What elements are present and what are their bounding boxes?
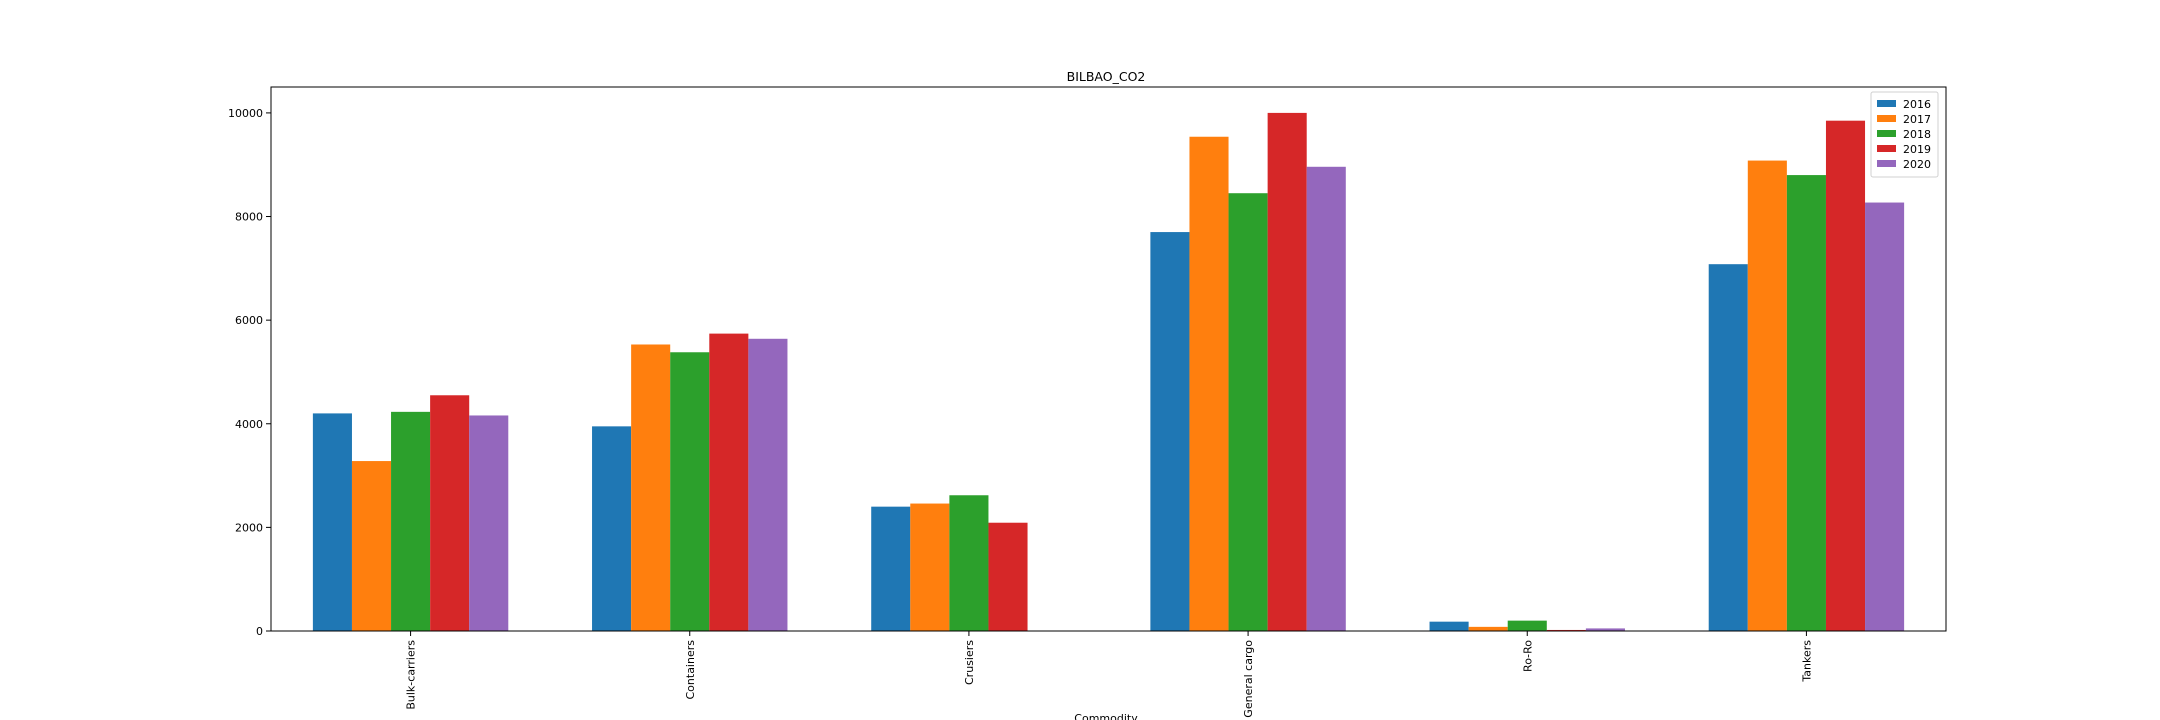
x-tick-label: Ro-Ro <box>1521 640 1534 672</box>
bar-2020-4 <box>1585 628 1625 631</box>
bar-2019-4 <box>1546 629 1586 631</box>
legend-box <box>1870 91 1939 178</box>
legend-swatch-2020 <box>1877 160 1896 167</box>
legend-label-2020: 2020 <box>1903 158 1931 171</box>
x-tick-label: Crusiers <box>963 640 976 685</box>
x-tick-label: Containers <box>684 640 697 700</box>
legend-swatch-2019 <box>1877 145 1896 152</box>
bar-2019-5 <box>1825 120 1866 632</box>
bar-2016-0 <box>312 413 352 631</box>
legend-swatch-2016 <box>1877 100 1896 107</box>
plot-frame <box>270 86 1947 632</box>
y-tick-label: 2000 <box>235 521 263 534</box>
legend-label-2017: 2017 <box>1903 113 1931 126</box>
bar-2018-0 <box>391 411 431 631</box>
bar-2017-5 <box>1747 160 1787 631</box>
y-tick-label: 4000 <box>235 418 263 431</box>
bar-2016-4 <box>1429 621 1469 631</box>
x-tick-label: General cargo <box>1242 640 1255 718</box>
axes-layer: 0 2000 4000 6000 8000 10000 Bulk-carriers Conta… <box>228 86 1947 718</box>
bar-2020-3 <box>1306 166 1346 632</box>
chart-title: BILBAO_CO2 <box>1067 69 1146 84</box>
bar-2020-0 <box>469 415 509 631</box>
legend-label-2018: 2018 <box>1903 128 1931 141</box>
y-tick-label: 6000 <box>235 314 263 327</box>
bar-2018-5 <box>1786 175 1826 631</box>
bar-2018-3 <box>1228 193 1268 631</box>
bar-2016-1 <box>592 426 632 631</box>
y-tick-label: 8000 <box>235 211 263 224</box>
x-axis-label: Commodity <box>1074 712 1138 720</box>
bar-2019-0 <box>430 395 470 631</box>
bar-2018-4 <box>1507 620 1547 631</box>
x-tick-label: Tankers <box>1800 640 1813 683</box>
bar-2016-3 <box>1150 232 1190 631</box>
legend-swatch-2017 <box>1877 115 1896 122</box>
legend-label-2019: 2019 <box>1903 143 1931 156</box>
bar-2017-2 <box>910 503 950 631</box>
bars-layer <box>312 112 1905 632</box>
bar-2016-2 <box>871 506 911 631</box>
legend-label-2016: 2016 <box>1903 98 1931 111</box>
bar-2017-3 <box>1189 136 1229 632</box>
bar-2020-5 <box>1865 202 1905 632</box>
bar-2017-0 <box>351 461 392 631</box>
bar-2019-2 <box>988 522 1028 631</box>
legend: 2016 2017 2018 2019 2020 <box>1870 91 1939 178</box>
bar-2018-1 <box>670 352 710 631</box>
legend-swatch-2018 <box>1877 130 1896 137</box>
bar-2019-1 <box>709 333 749 631</box>
bar-2017-4 <box>1468 626 1508 631</box>
bar-2018-2 <box>949 495 989 631</box>
bar-2016-5 <box>1708 264 1748 631</box>
bar-2020-1 <box>748 338 788 631</box>
y-tick-label: 10000 <box>228 107 263 120</box>
x-tick-label: Bulk-carriers <box>405 640 418 710</box>
y-tick-label: 0 <box>256 625 263 638</box>
bar-2017-1 <box>631 344 671 631</box>
bar-2019-3 <box>1267 112 1307 631</box>
